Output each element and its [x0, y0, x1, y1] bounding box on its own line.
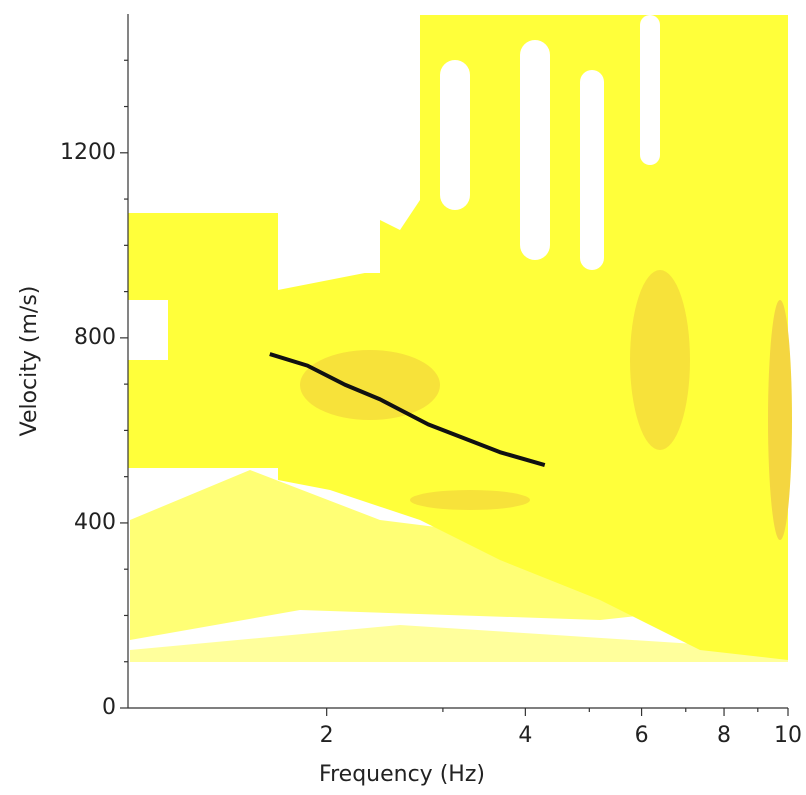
- x-tick-label: 4: [518, 723, 532, 748]
- y-tick-label: 1200: [60, 140, 116, 165]
- dispersion-curve: [269, 352, 546, 468]
- dispersion-image: [128, 15, 792, 662]
- x-tick-label: 8: [717, 723, 731, 748]
- x-tick-label: 2: [320, 723, 334, 748]
- y-tick-label: 0: [102, 695, 116, 720]
- y-tick-label: 800: [74, 325, 116, 350]
- y-tick-label: 400: [74, 510, 116, 535]
- x-axis-label: Frequency (Hz): [319, 762, 485, 787]
- y-axis-label: Velocity (m/s): [17, 286, 42, 437]
- x-tick-label: 10: [774, 723, 802, 748]
- x-tick-label: 6: [635, 723, 649, 748]
